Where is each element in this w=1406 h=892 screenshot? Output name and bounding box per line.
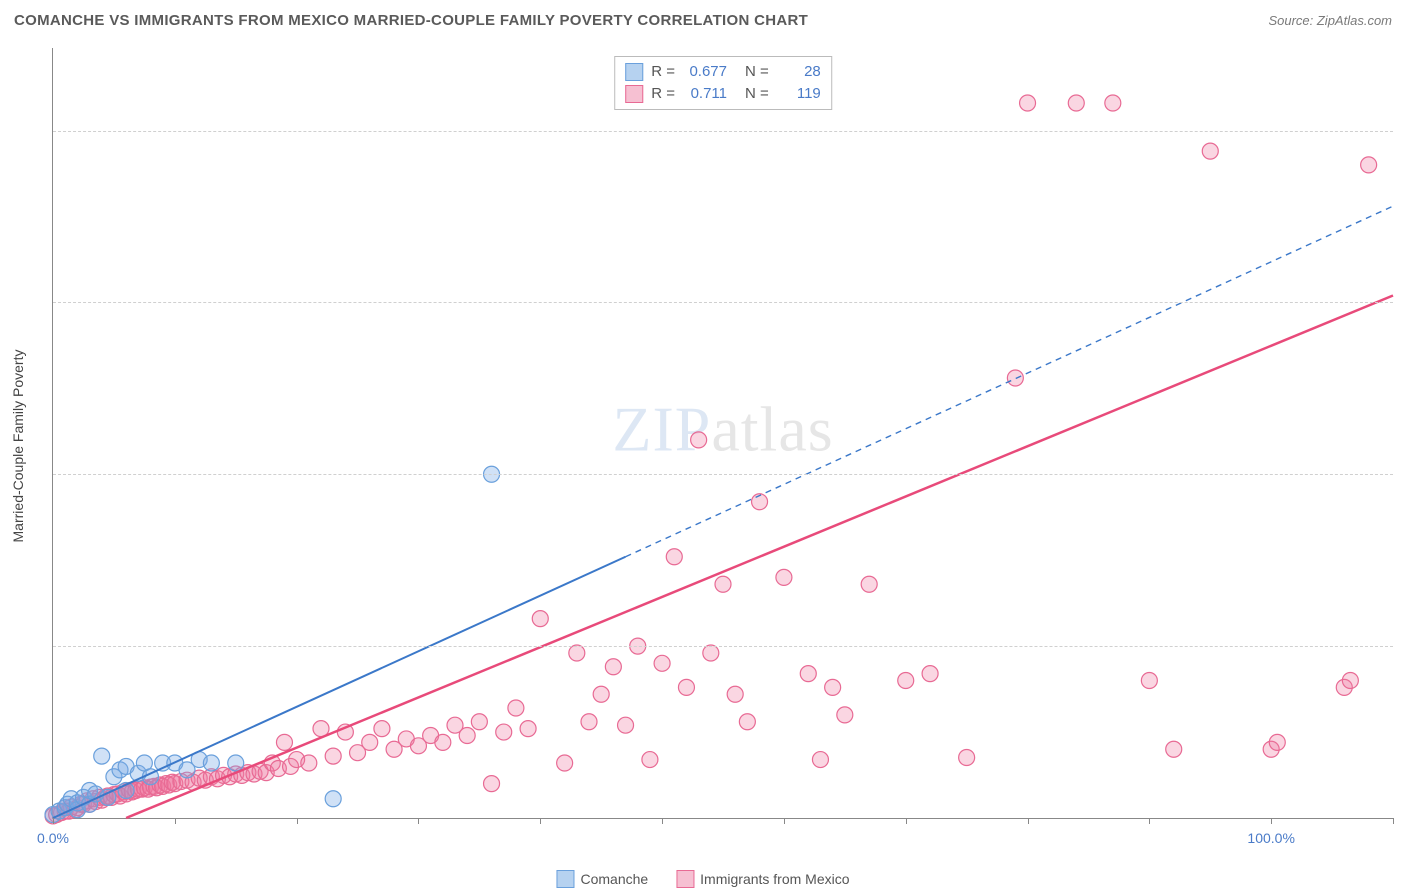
data-point bbox=[557, 755, 573, 771]
stat-n-value: 28 bbox=[777, 61, 821, 83]
data-point bbox=[1068, 95, 1084, 111]
stat-label: N = bbox=[745, 61, 769, 83]
x-tick bbox=[1393, 818, 1394, 824]
data-point bbox=[739, 714, 755, 730]
data-point bbox=[508, 700, 524, 716]
data-point bbox=[1020, 95, 1036, 111]
data-point bbox=[520, 721, 536, 737]
data-point bbox=[94, 748, 110, 764]
x-tick bbox=[418, 818, 419, 824]
plot-area: ZIPatlas R =0.677N =28R =0.711N =119 25.… bbox=[52, 48, 1393, 819]
x-tick bbox=[662, 818, 663, 824]
data-point bbox=[325, 791, 341, 807]
chart-svg bbox=[53, 48, 1393, 818]
stat-r-value: 0.711 bbox=[683, 83, 727, 105]
data-point bbox=[1342, 673, 1358, 689]
data-point bbox=[825, 679, 841, 695]
x-tick bbox=[906, 818, 907, 824]
data-point bbox=[922, 666, 938, 682]
legend-label: Immigrants from Mexico bbox=[700, 871, 849, 887]
x-tick bbox=[1149, 818, 1150, 824]
stat-n-value: 119 bbox=[777, 83, 821, 105]
x-tick bbox=[1271, 818, 1272, 824]
data-point bbox=[435, 734, 451, 750]
chart-header: COMANCHE VS IMMIGRANTS FROM MEXICO MARRI… bbox=[14, 12, 1392, 29]
trend-line bbox=[126, 296, 1393, 819]
legend: Comanche Immigrants from Mexico bbox=[556, 870, 849, 888]
x-tick-label: 0.0% bbox=[37, 830, 69, 846]
legend-item: Comanche bbox=[556, 870, 648, 888]
data-point bbox=[654, 655, 670, 671]
chart-title: COMANCHE VS IMMIGRANTS FROM MEXICO MARRI… bbox=[14, 12, 808, 29]
stats-box: R = 0.677 N = 28 R = 0.711 N = 119 bbox=[614, 56, 832, 110]
gridline bbox=[53, 302, 1393, 303]
gridline bbox=[53, 474, 1393, 475]
gridline bbox=[53, 131, 1393, 132]
trend-line bbox=[53, 557, 626, 818]
data-point bbox=[593, 686, 609, 702]
series-swatch bbox=[625, 85, 643, 103]
data-point bbox=[666, 549, 682, 565]
y-axis-label: Married-Couple Family Poverty bbox=[10, 350, 26, 543]
x-tick bbox=[297, 818, 298, 824]
data-point bbox=[374, 721, 390, 737]
x-tick bbox=[1028, 818, 1029, 824]
data-point bbox=[203, 755, 219, 771]
data-point bbox=[1007, 370, 1023, 386]
data-point bbox=[325, 748, 341, 764]
stats-row: R = 0.677 N = 28 bbox=[625, 61, 821, 83]
data-point bbox=[898, 673, 914, 689]
legend-label: Comanche bbox=[580, 871, 648, 887]
x-tick bbox=[175, 818, 176, 824]
stat-r-value: 0.677 bbox=[683, 61, 727, 83]
data-point bbox=[837, 707, 853, 723]
data-point bbox=[1141, 673, 1157, 689]
data-point bbox=[276, 734, 292, 750]
data-point bbox=[703, 645, 719, 661]
data-point bbox=[532, 611, 548, 627]
data-point bbox=[471, 714, 487, 730]
data-point bbox=[581, 714, 597, 730]
data-point bbox=[642, 752, 658, 768]
data-point bbox=[1202, 143, 1218, 159]
legend-swatch bbox=[556, 870, 574, 888]
legend-swatch bbox=[676, 870, 694, 888]
data-point bbox=[959, 750, 975, 766]
stats-row: R = 0.711 N = 119 bbox=[625, 83, 821, 105]
data-point bbox=[727, 686, 743, 702]
data-point bbox=[362, 734, 378, 750]
gridline bbox=[53, 646, 1393, 647]
data-point bbox=[1361, 157, 1377, 173]
x-tick bbox=[784, 818, 785, 824]
data-point bbox=[618, 717, 634, 733]
x-tick bbox=[540, 818, 541, 824]
data-point bbox=[776, 569, 792, 585]
trend-line-dashed bbox=[626, 206, 1393, 557]
data-point bbox=[1166, 741, 1182, 757]
data-point bbox=[569, 645, 585, 661]
data-point bbox=[100, 789, 116, 805]
data-point bbox=[691, 432, 707, 448]
data-point bbox=[678, 679, 694, 695]
data-point bbox=[459, 728, 475, 744]
data-point bbox=[715, 576, 731, 592]
x-tick bbox=[53, 818, 54, 824]
data-point bbox=[301, 755, 317, 771]
data-point bbox=[800, 666, 816, 682]
data-point bbox=[484, 776, 500, 792]
data-point bbox=[605, 659, 621, 675]
data-point bbox=[496, 724, 512, 740]
stat-label: R = bbox=[651, 83, 675, 105]
data-point bbox=[1269, 734, 1285, 750]
stat-label: N = bbox=[745, 83, 769, 105]
data-point bbox=[228, 755, 244, 771]
data-point bbox=[861, 576, 877, 592]
legend-item: Immigrants from Mexico bbox=[676, 870, 849, 888]
series-swatch bbox=[625, 63, 643, 81]
chart-source: Source: ZipAtlas.com bbox=[1268, 13, 1392, 28]
x-tick-label: 100.0% bbox=[1247, 830, 1294, 846]
data-point bbox=[1105, 95, 1121, 111]
data-point bbox=[812, 752, 828, 768]
stat-label: R = bbox=[651, 61, 675, 83]
